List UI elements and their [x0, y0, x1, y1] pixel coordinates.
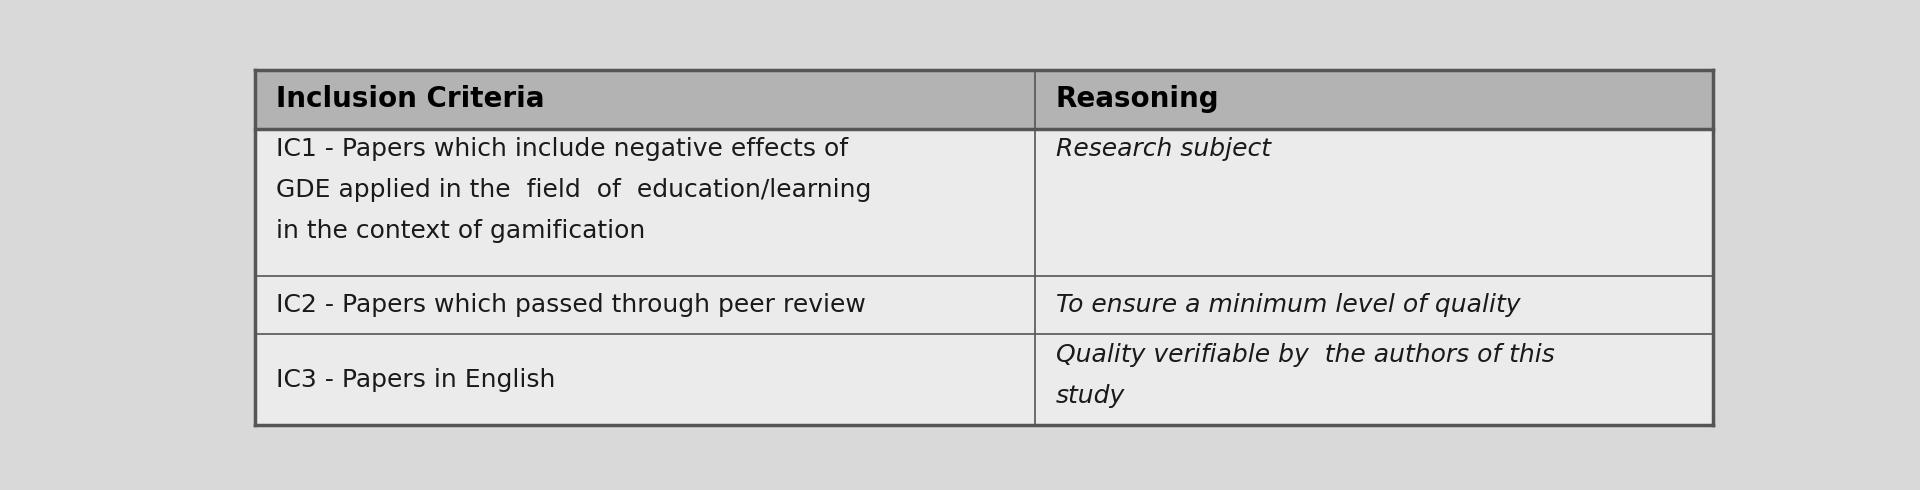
Text: Reasoning: Reasoning: [1056, 85, 1219, 113]
Text: Inclusion Criteria: Inclusion Criteria: [276, 85, 543, 113]
Text: IC2 - Papers which passed through peer review: IC2 - Papers which passed through peer r…: [276, 293, 866, 317]
Text: Quality verifiable by  the authors of this
study: Quality verifiable by the authors of thi…: [1056, 343, 1555, 408]
Text: IC3 - Papers in English: IC3 - Papers in English: [276, 368, 555, 392]
Bar: [255, 70, 1035, 129]
Bar: [255, 129, 1035, 276]
Bar: [1035, 129, 1713, 276]
Bar: [1035, 276, 1713, 334]
Text: IC1 - Papers which include negative effects of
GDE applied in the  field  of  ed: IC1 - Papers which include negative effe…: [276, 137, 872, 243]
Text: Research subject: Research subject: [1056, 137, 1271, 161]
Bar: [1035, 334, 1713, 425]
Text: To ensure a minimum level of quality: To ensure a minimum level of quality: [1056, 293, 1521, 317]
Bar: [255, 276, 1035, 334]
Bar: [255, 334, 1035, 425]
Bar: [1035, 70, 1713, 129]
